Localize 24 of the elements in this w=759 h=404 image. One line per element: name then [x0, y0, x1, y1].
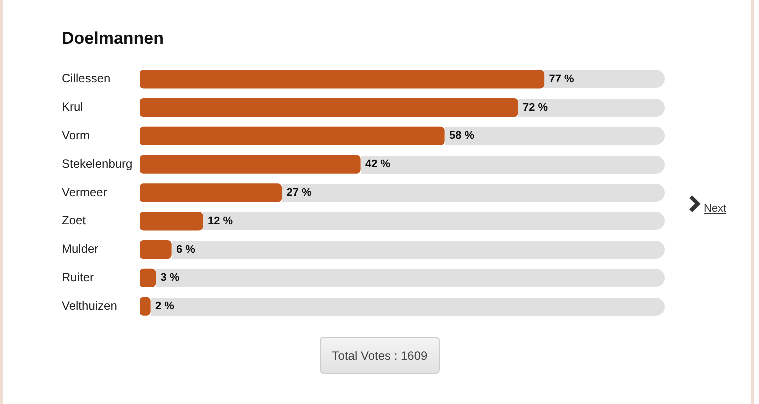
data-label: 72 % [523, 102, 548, 114]
bar [140, 212, 204, 231]
text: Next [704, 203, 727, 215]
y-tick-label: Velthuizen [62, 298, 118, 313]
y-tick-label: Vorm [62, 128, 90, 143]
y-tick-label: Zoet [62, 214, 87, 228]
y-tick-label: Krul [62, 100, 84, 114]
data-label: 2 % [156, 300, 175, 313]
text: Total Votes : 1609 [320, 337, 440, 374]
y-tick-label: Cillessen [62, 72, 111, 86]
bar [140, 268, 156, 288]
data-label: 58 % [450, 130, 475, 142]
data-label: 6 % [176, 244, 196, 256]
data-label: 27 % [286, 187, 312, 200]
data-label: 42 % [366, 158, 391, 171]
chart-title: Doelmannen [62, 29, 164, 49]
y-tick-label: Stekelenburg [62, 156, 133, 171]
data-label: 3 % [160, 272, 180, 284]
y-tick-label: Ruiter [62, 270, 94, 285]
bar [140, 240, 172, 260]
y-tick-label: Mulder [62, 242, 99, 256]
y-tick-label: Vermeer [62, 185, 108, 200]
data-label: 12 % [208, 215, 234, 228]
data-label: 77 % [549, 73, 575, 86]
